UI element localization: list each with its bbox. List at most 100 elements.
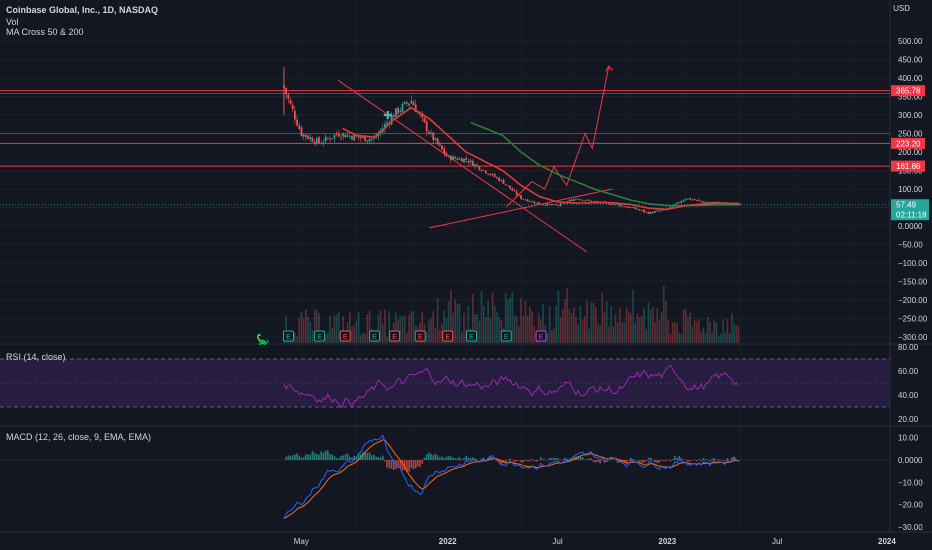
earnings-event-marker[interactable]: E [500,330,512,342]
macd-histogram-bar [588,458,590,460]
macd-histogram-bar [406,460,408,472]
price-tick-label: 450.00 [898,56,923,65]
macd-histogram-bar [395,460,397,470]
volume-bar [456,303,459,343]
macd-histogram-bar [564,457,566,460]
macd-histogram-bar [636,460,639,461]
macd-histogram-bar [421,460,424,464]
candle-body [700,200,703,202]
macd-histogram-bar [537,460,540,461]
horizontal-levels[interactable] [0,90,890,167]
volume-legend[interactable]: Vol [6,17,19,27]
macd-histogram-bar [627,460,630,461]
volume-bar [333,316,336,343]
price-tick-label: −50.00 [898,241,923,250]
macd-histogram-bar [660,459,663,461]
earnings-event-marker[interactable]: E [389,330,401,342]
earnings-event-marker[interactable]: E [314,330,326,342]
volume-bar [355,320,358,343]
volume-bar [518,326,520,343]
candle-body [375,136,378,138]
macd-histogram-bar [436,455,439,460]
volume-bar [531,311,533,343]
volume-bar [313,309,316,343]
macd-histogram-bar [529,460,531,462]
macd-histogram-bar [544,459,547,461]
volume-bar [309,321,312,343]
volume-bar [557,290,560,343]
earnings-event-marker[interactable]: E [414,330,426,342]
volume-bar [526,315,529,343]
candle-body [304,134,307,137]
candle-body [335,133,338,135]
candle-body [684,198,687,201]
candle-body [331,138,334,139]
volume-bar [724,332,727,343]
macd-histogram-bar [305,454,307,460]
candle-body [285,87,288,95]
time-axis[interactable]: May2022Jul2023Jul2024Jul2025 [294,537,932,546]
volume-bar [731,313,733,343]
macd-histogram-bar [373,454,375,460]
candle-body [392,115,395,117]
price-level-tag: 365.78 [891,85,925,97]
earnings-event-marker[interactable]: E [535,330,547,342]
currency-label[interactable]: USD [893,4,910,13]
rsi-legend[interactable]: RSI (14, close) [6,352,66,362]
volume-bar [482,305,485,343]
volume-bar [669,333,672,343]
svg-text:365.78: 365.78 [896,87,921,96]
volume-bar [713,320,716,343]
candle-body [403,101,406,104]
macd-histogram-bar [676,457,678,460]
price-axis[interactable]: 500.00 450.00 400.00 350.00 300.00 250.00 200.… [898,37,928,342]
volume-bar [368,310,371,343]
volume-bar [471,294,474,343]
dino-icon: 🦕 [256,333,270,346]
volume-bar [384,309,386,343]
volume-bar [507,299,509,343]
volume-bar [311,329,314,343]
earnings-event-marker[interactable]: E [442,330,454,342]
candle-body [324,136,327,142]
volume-bars [283,285,740,343]
candle-body [550,204,553,206]
price-tick-label: −100.00 [898,259,928,268]
candle-body [616,204,619,206]
candle-body [608,202,610,205]
macd-histogram-bar [733,456,735,460]
macd-histogram-bar [713,457,716,460]
earnings-event-marker[interactable]: E [369,330,380,342]
earnings-event-marker[interactable]: E [465,330,477,342]
volume-bar [447,301,450,343]
candle-body [298,125,301,129]
volume-bar [546,333,549,343]
macd-histogram-bar [667,459,670,460]
earnings-event-marker[interactable]: E [339,330,351,342]
symbol-title[interactable]: Coinbase Global, Inc., 1D, NASDAQ [6,5,159,15]
ma-cross-legend[interactable]: MA Cross 50 & 200 [6,27,84,37]
candle-body [493,174,496,177]
macd-histogram-bar [682,459,685,460]
candle-body [504,184,507,185]
candle-body [386,122,389,125]
earnings-event-marker[interactable]: E [282,330,294,342]
macd-histogram-bar [597,460,599,462]
candle-body [579,199,582,201]
volume-bar [467,305,470,343]
macd-histogram-bar [643,460,645,463]
volume-bar [300,312,303,343]
macd-histogram-bar [357,453,360,460]
candle-body [368,138,371,141]
earnings-events[interactable]: E E E E E E E E E E 🦕 [256,330,547,346]
macd-histogram-bar [592,460,595,463]
macd-legend[interactable]: MACD (12, 26, close, 9, EMA, EMA) [6,432,152,442]
macd-histogram-bar [342,455,345,460]
trend-drawings[interactable] [337,65,614,253]
candle-body [654,211,656,213]
macd-histogram-bar [366,452,369,460]
macd-histogram-bar [346,453,349,460]
candle-body [482,170,485,171]
candle-body [364,135,367,142]
macd-histogram-bar [502,460,505,463]
